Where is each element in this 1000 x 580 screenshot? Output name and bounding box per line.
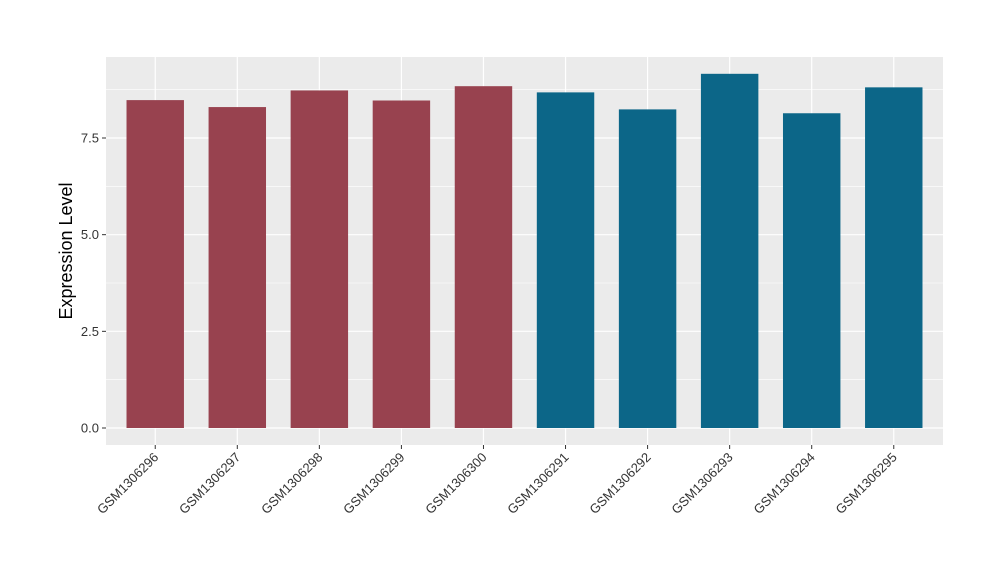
y-axis: 0.0 2.5 5.0 7.5 (81, 131, 106, 436)
y-tick-label: 0.0 (81, 421, 99, 436)
bar-GSM1306296 (126, 100, 184, 429)
x-tick-label: GSM1306298 (258, 450, 325, 517)
bars (126, 73, 923, 429)
x-tick-label: GSM1306294 (750, 450, 817, 517)
y-tick-label: 2.5 (81, 324, 99, 339)
x-tick-label: GSM1306293 (668, 450, 735, 517)
bar-GSM1306295 (865, 87, 923, 428)
y-tick-label: 5.0 (81, 227, 99, 242)
bar-GSM1306297 (208, 107, 267, 429)
bar-GSM1306291 (536, 92, 595, 428)
bar-GSM1306298 (290, 90, 349, 428)
x-axis: GSM1306296 GSM1306297 GSM1306298 GSM1306299… (94, 445, 900, 517)
bar-GSM1306294 (782, 113, 841, 429)
bar-GSM1306293 (700, 73, 759, 429)
y-axis-title: Expression Level (56, 182, 76, 319)
x-tick-label: GSM1306292 (586, 450, 653, 517)
x-tick-label: GSM1306299 (340, 450, 407, 517)
x-tick-label: GSM1306297 (176, 450, 243, 517)
x-tick-label: GSM1306295 (833, 450, 900, 517)
bar-GSM1306299 (372, 100, 431, 428)
y-tick-label: 7.5 (81, 131, 99, 146)
bar-GSM1306300 (454, 86, 513, 428)
x-tick-label: GSM1306300 (422, 450, 489, 517)
bar-GSM1306292 (618, 109, 677, 429)
x-tick-label: GSM1306291 (504, 450, 571, 517)
x-tick-label: GSM1306296 (94, 450, 161, 517)
